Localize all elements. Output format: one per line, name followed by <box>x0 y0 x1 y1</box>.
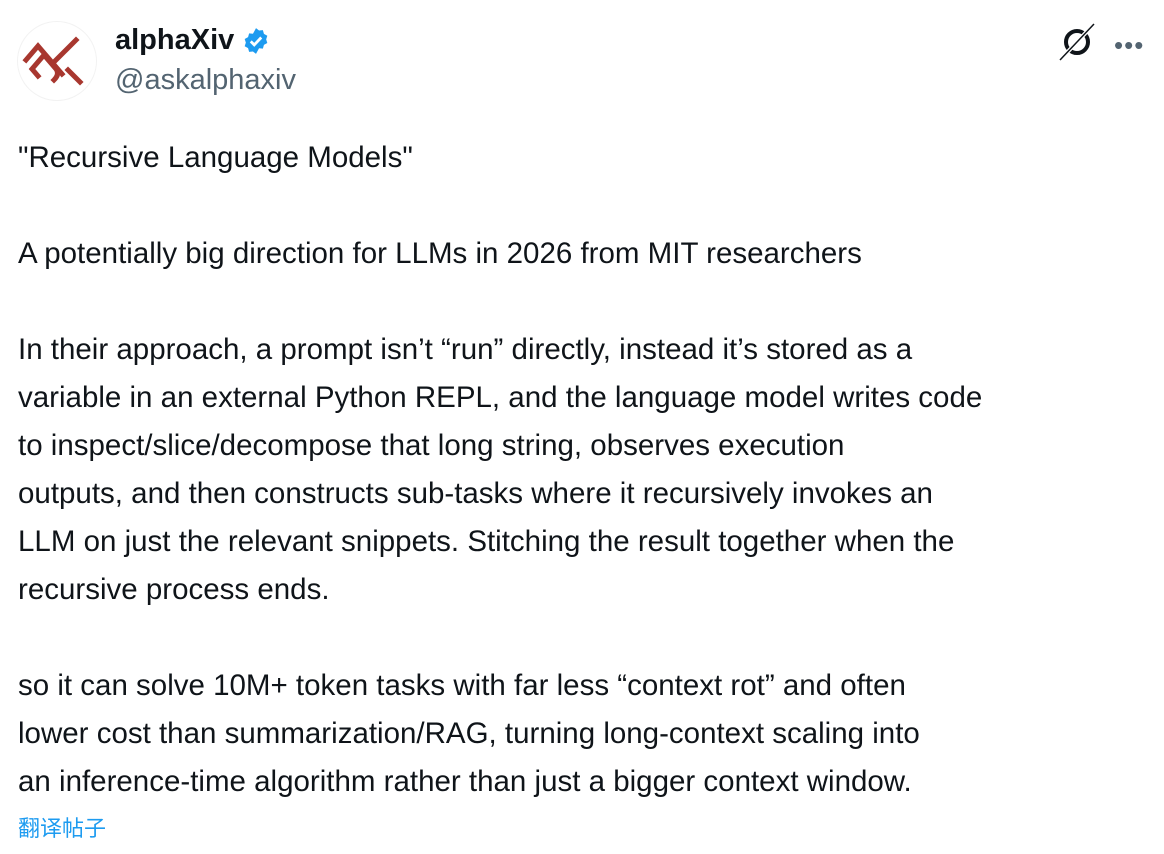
more-icon: ••• <box>1114 30 1145 60</box>
grok-icon <box>1058 22 1096 62</box>
alphaxiv-logo <box>22 36 84 86</box>
avatar[interactable] <box>18 22 96 100</box>
post-line: to inspect/slice/decompose that long str… <box>18 429 845 462</box>
author-name[interactable]: alphaXiv <box>115 24 270 57</box>
post-line <box>18 278 982 326</box>
post-line: In their approach, a prompt isn’t “run” … <box>18 333 913 366</box>
post-line: recursive process ends. <box>18 573 330 606</box>
post-line <box>18 614 982 662</box>
post-line: variable in an external Python REPL, and… <box>18 381 983 414</box>
more-button[interactable]: ••• <box>1114 30 1144 61</box>
author-name-text: alphaXiv <box>115 24 235 56</box>
post-line: "Recursive Language Models" <box>18 141 413 174</box>
post-line: an inference-time algorithm rather than … <box>18 765 912 798</box>
post-line: outputs, and then constructs sub-tasks w… <box>18 477 933 510</box>
post-line <box>18 182 982 230</box>
post-line: lower cost than summarization/RAG, turni… <box>18 717 920 750</box>
verified-badge-icon <box>244 27 268 54</box>
translate-post-link[interactable]: 翻译帖子 <box>18 816 107 841</box>
grok-button[interactable] <box>1058 22 1096 67</box>
post-line: so it can solve 10M+ token tasks with fa… <box>18 669 906 702</box>
post-line: LLM on just the relevant snippets. Stitc… <box>18 525 955 558</box>
post-text: "Recursive Language Models" A potentially… <box>18 134 982 806</box>
post-line: A potentially big direction for LLMs in … <box>18 237 862 270</box>
author-handle[interactable]: @askalphaxiv <box>115 64 296 96</box>
